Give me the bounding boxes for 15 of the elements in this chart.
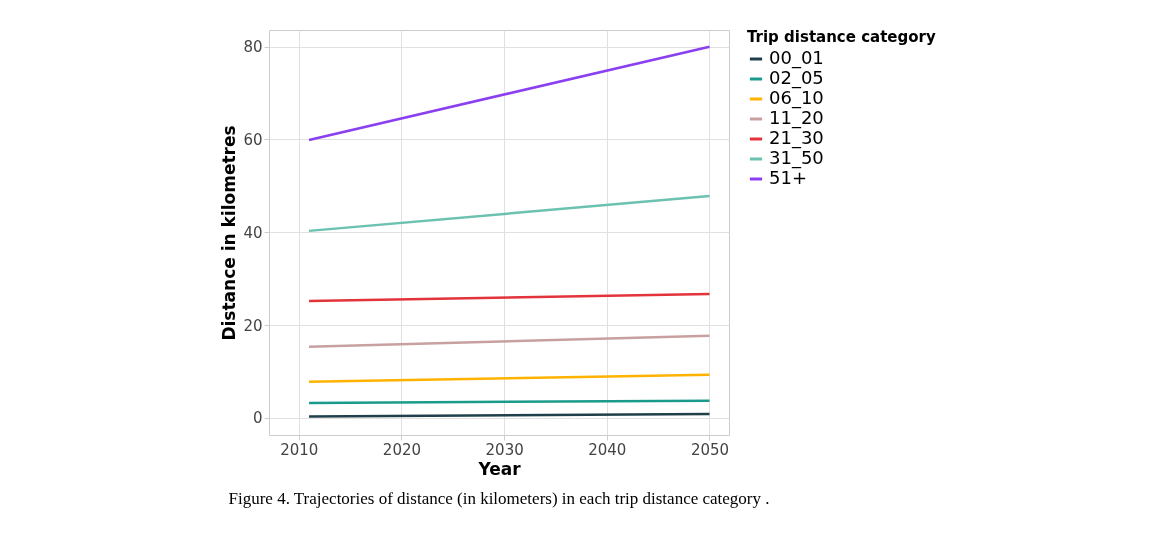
y-tick-label: 20 xyxy=(243,316,263,335)
y-tick-label: 40 xyxy=(243,223,263,242)
x-tick-label: 2020 xyxy=(382,440,422,459)
y-tick-label: 60 xyxy=(243,130,263,149)
x-tick-label: 2050 xyxy=(690,440,730,459)
legend-label: 00_01 xyxy=(769,47,824,69)
x-tick-label: 2010 xyxy=(280,440,319,459)
x-tick-label: 2030 xyxy=(485,440,524,459)
x-axis-title: Year xyxy=(477,458,522,479)
y-axis-title: Distance in kilometres xyxy=(219,125,240,341)
y-tick-label: 0 xyxy=(252,409,263,428)
x-tick-label: 2040 xyxy=(588,440,627,459)
y-tick-label: 80 xyxy=(243,38,263,57)
caption: Figure 4. Trajectories of distance (in kilometers) in each trip distance category . xyxy=(228,489,770,508)
legend-title: Trip distance category xyxy=(747,28,936,46)
